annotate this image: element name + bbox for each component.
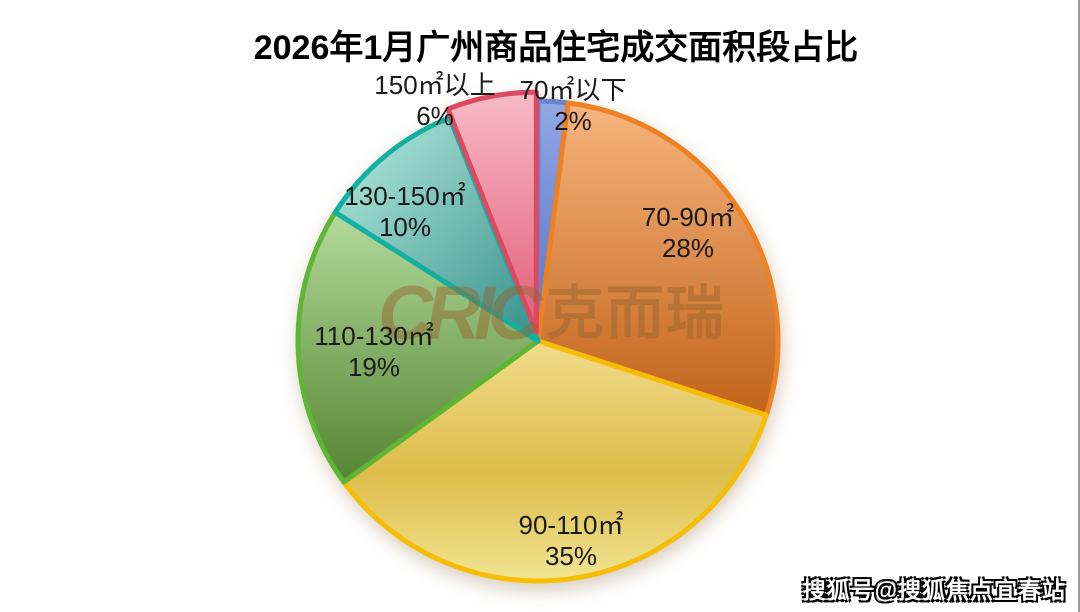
chart-title: 2026年1月广州商品住宅成交面积段占比 [253, 29, 859, 67]
cric-logo-text: 克而瑞 [545, 281, 726, 346]
pie-label-text: 70㎡以下 [519, 75, 627, 105]
cric-logo: CRIC [378, 271, 543, 356]
pie-label-text: 70-90㎡ [641, 202, 735, 232]
sohu-watermark: 搜狐号@搜狐焦点宜春站 [802, 577, 1066, 603]
pie-label-below-70: 70㎡以下 2% [520, 75, 627, 137]
pie-slice-70-90㎡ [535, 100, 781, 418]
pie-slices [295, 89, 781, 584]
pie-label-pct: 19% [347, 352, 401, 382]
right-edge-line [1078, 0, 1080, 612]
pie-label-150-plus: 150㎡以上 6% [374, 70, 495, 132]
pie-slice-90-110㎡ [341, 338, 769, 584]
pie-label-text: 110-130㎡ [314, 321, 434, 351]
pie-label-text: 130-150㎡ [344, 181, 466, 211]
pie-label-90-110: 90-110㎡ 35% [518, 510, 623, 572]
pie-slice-150㎡以上 [445, 89, 539, 335]
pie-label-pct: 10% [378, 212, 432, 242]
pie-label-110-130: 110-130㎡ 19% [314, 321, 434, 383]
pie-slice-110-130㎡ [295, 209, 541, 485]
pie-label-130-150: 130-150㎡ 10% [344, 181, 465, 243]
pie-slice-130-150㎡ [332, 115, 541, 344]
pie-label-pct: 6% [416, 101, 454, 131]
pie-label-text: 90-110㎡ [518, 510, 624, 540]
pie-label-70-90: 70-90㎡ 28% [642, 202, 735, 264]
pie-label-pct: 2% [554, 106, 592, 136]
pie-label-text: 150㎡以上 [374, 70, 496, 100]
cric-watermark: CRIC 克而瑞 [378, 271, 726, 356]
pie-label-pct: 28% [661, 233, 715, 263]
pie-label-pct: 35% [544, 541, 598, 571]
